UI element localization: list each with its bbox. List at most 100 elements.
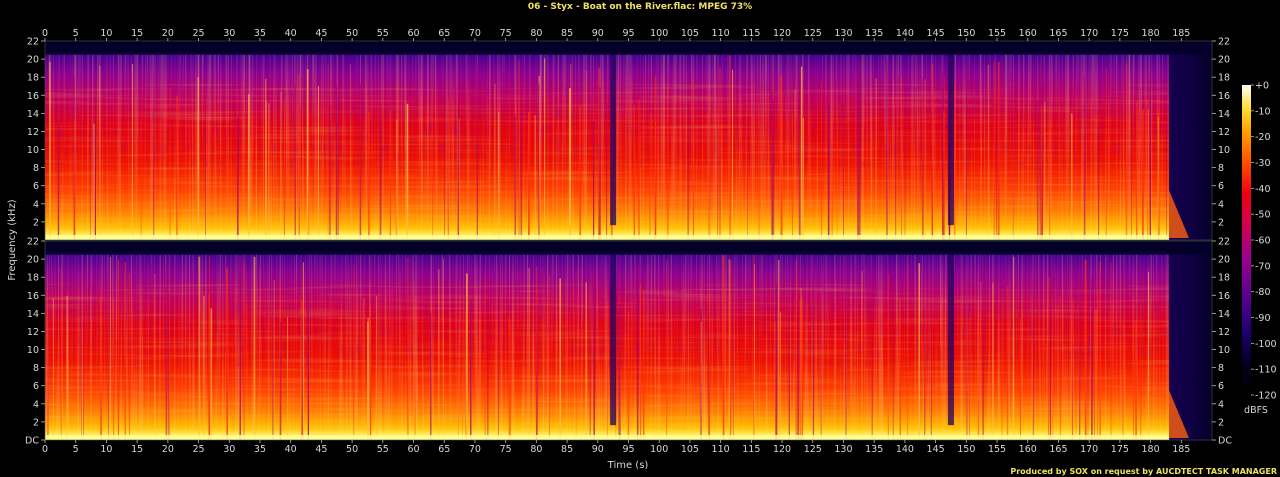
colorbar-tick-label: -10	[1255, 106, 1271, 117]
x-tick-label: 40	[285, 444, 297, 455]
x-tick-label: 55	[377, 28, 389, 39]
x-tick-label: 155	[988, 28, 1006, 39]
colorbar-tick-label: -100	[1255, 339, 1277, 350]
y-tick-label: 2	[33, 417, 39, 428]
x-tick-label: 140	[896, 444, 914, 455]
x-axis-label: Time (s)	[607, 460, 649, 471]
colorbar-tick-label: -70	[1255, 261, 1271, 272]
x-tick-label: 150	[957, 28, 975, 39]
x-tick-label: 95	[622, 444, 634, 455]
x-tick-label: 185	[1172, 28, 1190, 39]
y-tick-label: 18	[27, 273, 39, 284]
quiet-gap	[947, 54, 954, 226]
y-tick-label: 6	[33, 181, 39, 192]
x-tick-label: 10	[100, 444, 112, 455]
x-tick-label: 65	[438, 28, 450, 39]
channel-1-above-cutoff	[45, 41, 1212, 55]
x-tick-label: 145	[927, 444, 945, 455]
x-tick-label: 165	[1049, 444, 1067, 455]
x-tick-label: 5	[73, 444, 79, 455]
y-tick-label: 22	[1218, 237, 1230, 248]
x-tick-label: 35	[254, 444, 266, 455]
x-tick-label: 20	[162, 28, 174, 39]
channel-1-tail	[1169, 41, 1212, 240]
y-tick-label: 22	[1218, 37, 1230, 48]
x-tick-label: 80	[530, 28, 542, 39]
y-tick-label: 2	[1218, 217, 1224, 228]
x-tick-label: 90	[592, 444, 604, 455]
y-tick-label: 2	[1218, 417, 1224, 428]
x-tick-label: 0	[42, 28, 48, 39]
y-tick-label: 14	[27, 309, 39, 320]
x-ticks: 0055101015152020252530303535404045455050…	[42, 28, 1190, 455]
quiet-gap	[610, 254, 617, 426]
channel-2-transients	[46, 254, 1149, 440]
y-tick-label: 12	[27, 327, 39, 338]
x-tick-label: 105	[681, 444, 699, 455]
x-tick-label: 185	[1172, 444, 1190, 455]
channel-2-dc-band	[45, 435, 1170, 440]
y-tick-label: 8	[33, 363, 39, 374]
y-tick-label: 16	[1218, 91, 1230, 102]
x-tick-label: 125	[804, 28, 822, 39]
y-tick-label: 8	[1218, 363, 1224, 374]
x-tick-label: 85	[561, 28, 573, 39]
x-tick-label: 45	[315, 444, 327, 455]
x-tick-label: 50	[346, 28, 358, 39]
y-tick-label: 20	[1218, 55, 1230, 66]
y-tick-label: 10	[1218, 145, 1230, 156]
footer-credit: Produced by SOX on request by AUCDTECT T…	[1010, 467, 1277, 476]
y-tick-label: 2	[33, 217, 39, 228]
x-tick-label: 65	[438, 444, 450, 455]
x-tick-label: 60	[407, 444, 419, 455]
x-tick-label: 5	[73, 28, 79, 39]
x-tick-label: 30	[223, 28, 235, 39]
x-tick-label: 170	[1080, 444, 1098, 455]
x-tick-label: 25	[193, 28, 205, 39]
colorbar-tick-label: -20	[1255, 132, 1271, 143]
y-tick-label: 20	[27, 255, 39, 266]
x-tick-label: 140	[896, 28, 914, 39]
y-tick-label: 4	[33, 399, 39, 410]
channel-2-tail-decay	[1169, 390, 1190, 438]
x-tick-label: 100	[650, 28, 668, 39]
colorbar-tick-label: -40	[1255, 184, 1271, 195]
channel-1-dc-band	[45, 235, 1170, 240]
y-tick-label: 16	[27, 91, 39, 102]
colorbar-tick-label: +0	[1255, 81, 1269, 92]
x-tick-label: 75	[500, 444, 512, 455]
colorbar-tick-label: -110	[1255, 365, 1277, 376]
y-tick-label: 22	[27, 37, 39, 48]
x-tick-label: 125	[804, 444, 822, 455]
channel-2-speckle	[45, 254, 1170, 366]
y-tick-label: 20	[27, 55, 39, 66]
x-tick-label: 15	[131, 28, 143, 39]
colorbar-label: dBFS	[1244, 405, 1268, 416]
x-tick-label: 165	[1049, 28, 1067, 39]
y-tick-label: 16	[1218, 291, 1230, 302]
x-tick-label: 100	[650, 444, 668, 455]
x-tick-label: 120	[773, 444, 791, 455]
x-tick-label: 75	[500, 28, 512, 39]
x-tick-label: 130	[834, 444, 852, 455]
colorbar: +0 -10 -20 -30 -40 -50 -60 -70 -80 -90 -100 -110 -12…	[1242, 81, 1277, 416]
x-tick-label: 90	[592, 28, 604, 39]
y-tick-label: DC	[1218, 436, 1232, 447]
quiet-gap	[947, 254, 954, 426]
chart-title: 06 - Styx - Boat on the River.flac: MPEG…	[528, 2, 752, 12]
x-tick-label: 110	[712, 444, 730, 455]
x-tick-label: 130	[834, 28, 852, 39]
x-tick-label: 145	[927, 28, 945, 39]
y-tick-label: 22	[27, 237, 39, 248]
x-tick-label: 155	[988, 444, 1006, 455]
x-tick-label: 50	[346, 444, 358, 455]
x-tick-label: 175	[1111, 444, 1129, 455]
y-tick-label: 12	[1218, 127, 1230, 138]
x-tick-label: 95	[622, 28, 634, 39]
x-tick-label: 135	[865, 28, 883, 39]
y-tick-label: 6	[1218, 181, 1224, 192]
